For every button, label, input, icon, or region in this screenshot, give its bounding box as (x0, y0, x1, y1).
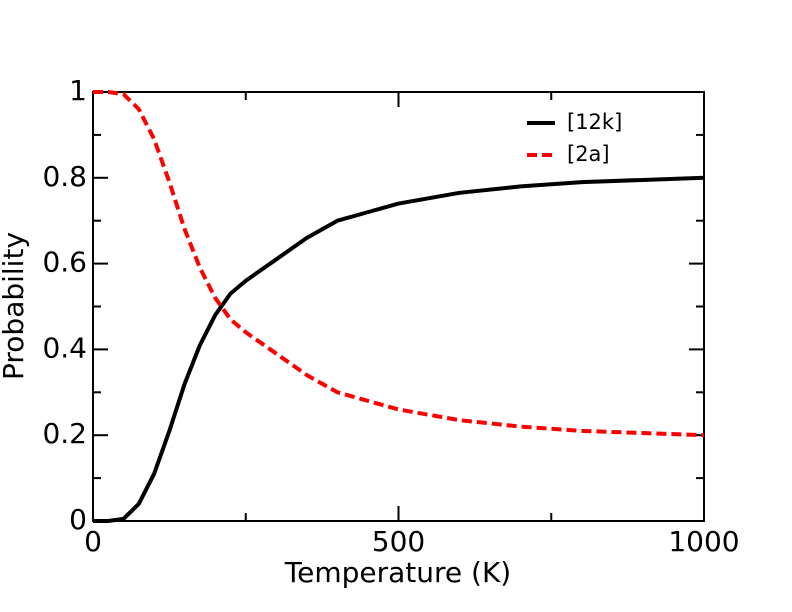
x-tick-label: 1000 (668, 525, 739, 558)
series-line (93, 90, 705, 438)
plot-frame (92, 91, 705, 522)
x-tick-label: 0 (84, 525, 102, 558)
y-tick-label: 0.8 (42, 160, 87, 193)
legend-label: [2a] (567, 142, 610, 166)
x-tick-label: 500 (372, 525, 425, 558)
legend-label: [12k] (567, 110, 622, 134)
y-tick-label: 1 (69, 74, 87, 107)
x-axis-label: Temperature (K) (284, 556, 511, 589)
y-tick-label: 0.4 (42, 331, 87, 364)
series-line (93, 175, 705, 523)
y-tick-label: 0.6 (42, 246, 87, 279)
y-axis-label: Probability (0, 232, 30, 380)
y-tick-label: 0 (69, 503, 87, 536)
y-tick-label: 0.2 (42, 417, 87, 450)
